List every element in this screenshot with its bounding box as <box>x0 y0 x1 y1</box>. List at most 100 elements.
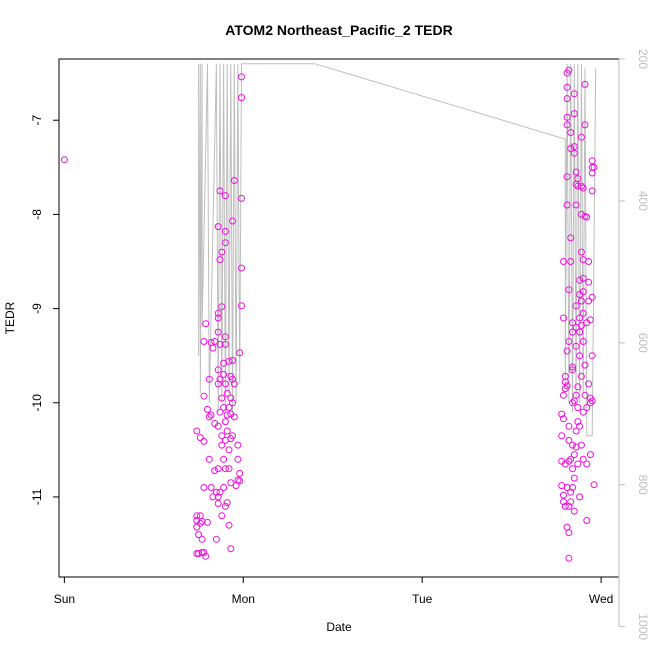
data-point <box>195 550 203 557</box>
data-point <box>577 133 585 141</box>
data-point <box>567 498 575 506</box>
data-point <box>221 333 229 341</box>
data-point <box>579 338 587 345</box>
data-point <box>585 380 593 388</box>
data-point <box>569 441 576 449</box>
data-point <box>572 302 580 310</box>
data-point <box>569 328 576 336</box>
data-point <box>218 248 226 256</box>
data-point <box>238 194 245 202</box>
data-point <box>212 488 220 496</box>
data-point <box>229 217 236 225</box>
chart-title: ATOM2 Northeast_Pacific_2 TEDR <box>225 22 452 38</box>
data-point <box>204 405 211 413</box>
data-point <box>236 477 244 485</box>
data-point <box>225 521 233 529</box>
data-point <box>579 184 587 192</box>
data-point <box>567 455 575 463</box>
data-point <box>205 413 213 421</box>
data-point <box>563 83 571 91</box>
data-point <box>221 192 229 200</box>
data-point <box>570 143 578 151</box>
x-axis-label: Date <box>326 620 352 634</box>
data-point <box>583 517 591 524</box>
data-point <box>218 432 226 440</box>
data-point <box>570 451 578 459</box>
data-point <box>577 182 585 190</box>
data-point <box>216 187 224 195</box>
data-point <box>560 314 567 322</box>
data-point <box>225 465 233 473</box>
data-point <box>229 356 236 364</box>
data-point <box>214 493 222 501</box>
data-point <box>563 347 571 355</box>
data-point <box>570 507 578 515</box>
data-point <box>560 391 567 399</box>
data-point <box>583 213 591 221</box>
data-point <box>579 274 587 282</box>
data-point <box>569 319 576 327</box>
data-point <box>229 375 236 383</box>
x-tick-label: Wed <box>589 592 613 606</box>
data-point <box>214 500 222 507</box>
right-tick-label: 1000 <box>636 613 650 640</box>
right-tick-label: 200 <box>636 49 650 69</box>
data-point <box>202 320 210 328</box>
right-tick-label: 600 <box>636 333 650 353</box>
data-point <box>212 535 220 543</box>
data-point <box>223 499 231 507</box>
data-point <box>577 248 585 256</box>
x-tick-label: Mon <box>232 592 255 606</box>
data-point <box>585 278 593 286</box>
data-point <box>223 389 231 397</box>
data-point <box>558 432 566 440</box>
data-point <box>569 484 576 491</box>
data-point <box>204 518 211 526</box>
data-point <box>588 397 596 405</box>
data-point <box>214 422 222 430</box>
data-point <box>193 523 201 531</box>
x-tick-label: Sun <box>54 592 75 606</box>
y-tick-label: -11 <box>30 488 44 505</box>
data-point <box>565 338 573 345</box>
data-point <box>221 465 229 473</box>
data-point <box>565 422 573 430</box>
data-point <box>214 366 222 374</box>
data-point <box>200 484 208 491</box>
data-point <box>195 531 203 539</box>
data-point <box>198 535 206 543</box>
data-point <box>214 465 222 473</box>
data-point <box>230 177 238 184</box>
data-point <box>560 491 567 499</box>
data-point <box>230 380 238 388</box>
data-point <box>207 484 215 491</box>
data-point <box>572 427 580 435</box>
data-point <box>590 163 598 171</box>
data-point <box>221 380 229 388</box>
data-point <box>581 121 589 129</box>
x-axis: Sun Mon Tue Wed <box>54 577 613 606</box>
data-point <box>221 418 229 426</box>
y-axis-left: -7 -8 -9 -10 -11 <box>30 115 59 505</box>
data-point <box>560 415 567 423</box>
data-point <box>581 391 589 399</box>
data-point <box>223 427 231 435</box>
data-point <box>225 357 233 365</box>
data-point <box>60 156 68 164</box>
data-point <box>579 408 587 416</box>
data-point <box>225 404 233 411</box>
data-point <box>216 256 224 264</box>
data-point <box>581 80 589 88</box>
data-point <box>563 484 571 491</box>
data-point <box>234 455 242 463</box>
data-point <box>563 382 571 390</box>
data-point <box>558 410 566 418</box>
data-point <box>567 145 575 152</box>
data-point <box>221 227 229 235</box>
data-point <box>583 404 591 411</box>
data-point <box>220 484 228 491</box>
data-point <box>205 455 213 463</box>
data-point <box>590 481 598 489</box>
data-point <box>567 129 575 136</box>
data-point <box>236 469 244 477</box>
